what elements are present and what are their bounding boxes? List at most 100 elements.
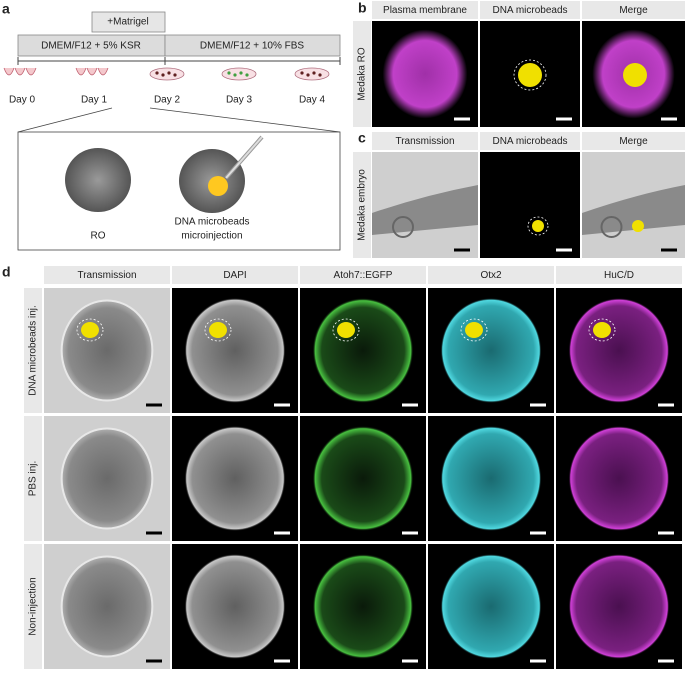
column-header-label: Otx2: [480, 270, 502, 281]
organoid: [568, 426, 670, 531]
dish-organoid: [161, 73, 165, 77]
day-label: Day 4: [299, 95, 326, 106]
bead-outline: [588, 318, 616, 342]
row-header: [24, 288, 42, 413]
dish-organoid: [155, 71, 159, 75]
column-header-label: Plasma membrane: [383, 5, 467, 16]
organoid: [440, 298, 542, 403]
eye: [392, 216, 414, 238]
organoid: [312, 298, 414, 403]
medium-label: DMEM/F12 + 5% KSR: [41, 41, 141, 52]
column-header: [172, 266, 298, 284]
embryo: [582, 185, 685, 235]
bead: [518, 63, 542, 87]
row-header-label: PBS inj.: [28, 461, 39, 497]
bead: [632, 220, 644, 232]
row-header-label: Medaka RO: [357, 47, 368, 101]
bead-outline: [76, 318, 104, 342]
dish-icon: [221, 67, 257, 81]
column-header: [428, 266, 554, 284]
dish-organoid: [239, 71, 243, 75]
dish-organoid: [318, 73, 322, 77]
day-label: Day 3: [226, 95, 253, 106]
bead: [337, 322, 355, 338]
column-header-label: HuC/D: [604, 270, 634, 281]
organoid: [184, 554, 286, 659]
column-header-label: Transmission: [77, 270, 136, 281]
organoid: [184, 426, 286, 531]
row-header: [24, 416, 42, 541]
dish-organoid: [227, 71, 231, 75]
column-header-label: Transmission: [395, 136, 454, 147]
day-label: Day 2: [154, 95, 181, 106]
bead: [465, 322, 483, 338]
injection-label: DNA microbeads: [174, 217, 249, 228]
bead: [623, 63, 647, 87]
matrigel-label: +Matrigel: [107, 17, 148, 28]
column-header: [480, 1, 580, 19]
dish-organoid: [167, 71, 171, 75]
bead-outline: [527, 216, 549, 236]
organoid: [184, 298, 286, 403]
organoid: [312, 426, 414, 531]
dish-organoid: [173, 73, 177, 77]
organoid: [440, 554, 542, 659]
panel-letter: d: [2, 264, 11, 280]
timeline: [17, 11, 341, 251]
row-header-label: DNA microbeads inj.: [28, 305, 39, 396]
dish-organoid: [245, 73, 249, 77]
bead-outline: [204, 318, 232, 342]
well-icon: [75, 67, 87, 76]
panel-letter: b: [358, 0, 367, 16]
dish-icon: [149, 67, 185, 81]
row-header: [24, 544, 42, 669]
dish-organoid: [312, 71, 316, 75]
row-header: [353, 21, 371, 127]
well-icon: [86, 67, 98, 76]
bead-outline: [460, 318, 488, 342]
bead-outline: [332, 318, 360, 342]
well-icon: [97, 67, 109, 76]
bead: [209, 322, 227, 338]
row-header-label: Non-injection: [28, 577, 39, 635]
organoid: [382, 29, 468, 119]
bead: [81, 322, 99, 338]
column-header: [44, 266, 170, 284]
panel-letter: c: [358, 130, 366, 146]
embryo: [372, 185, 478, 235]
ro-label: RO: [91, 231, 106, 242]
day-label: Day 0: [9, 95, 36, 106]
column-header-label: DNA microbeads: [492, 136, 567, 147]
column-header: [372, 132, 478, 150]
column-header-label: Merge: [619, 5, 648, 16]
dish-organoid: [306, 73, 310, 77]
eye: [600, 216, 623, 238]
column-header-label: DNA microbeads: [492, 5, 567, 16]
dish-icon: [294, 67, 330, 81]
organoid: [60, 555, 154, 658]
day-label: Day 1: [81, 95, 108, 106]
well-icon: [3, 67, 15, 76]
injection-label: microinjection: [181, 231, 242, 242]
column-header: [372, 1, 478, 19]
row-header-label: Medaka embryo: [357, 169, 368, 241]
row-header: [353, 152, 371, 258]
organoid: [312, 554, 414, 659]
image: [480, 152, 580, 258]
column-header: [300, 266, 426, 284]
dish-organoid: [300, 71, 304, 75]
medium-label: DMEM/F12 + 10% FBS: [200, 41, 305, 52]
column-header: [582, 1, 685, 19]
column-header: [556, 266, 682, 284]
bead: [593, 322, 611, 338]
panel-letter: a: [2, 1, 10, 17]
well-icon: [25, 67, 37, 76]
organoid: [60, 299, 154, 402]
column-header-label: DAPI: [223, 270, 246, 281]
organoid: [440, 426, 542, 531]
bead: [532, 220, 544, 232]
column-header: [582, 132, 685, 150]
organoid: [568, 298, 670, 403]
column-header-label: Merge: [619, 136, 648, 147]
